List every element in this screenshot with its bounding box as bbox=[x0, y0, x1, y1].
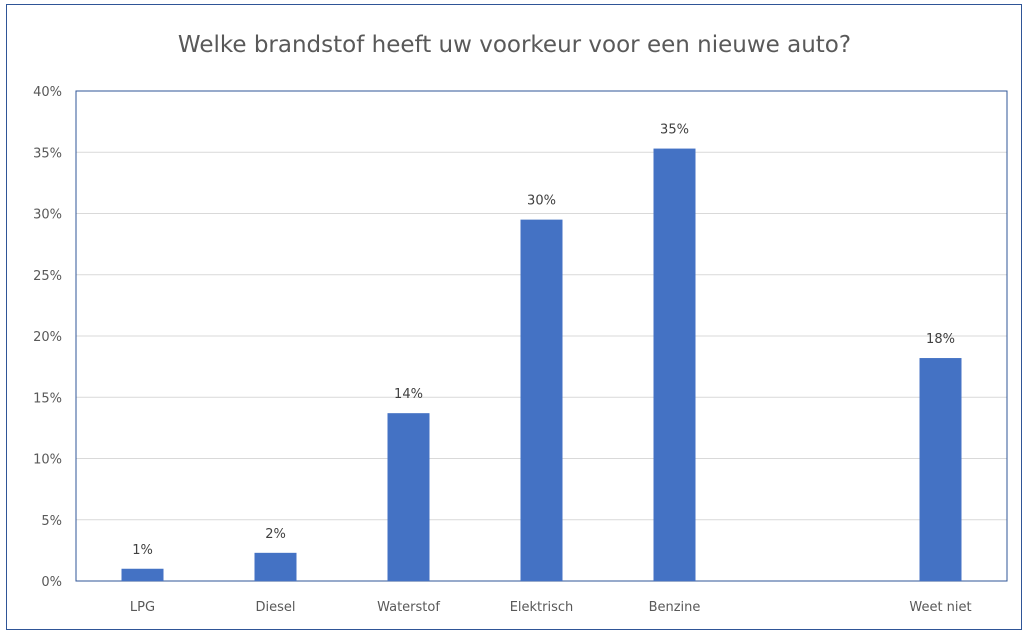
x-tick-label: Benzine bbox=[649, 600, 701, 615]
y-tick-label: 30% bbox=[33, 208, 62, 223]
x-tick-label: Elektrisch bbox=[510, 600, 574, 615]
y-tick-label: 10% bbox=[33, 453, 62, 468]
x-tick-label: LPG bbox=[130, 600, 155, 615]
y-tick-label: 25% bbox=[33, 269, 62, 284]
x-tick-label: Waterstof bbox=[377, 600, 440, 615]
chart-frame bbox=[6, 4, 1022, 630]
x-tick-label: Diesel bbox=[255, 600, 295, 615]
data-label: 14% bbox=[394, 387, 423, 402]
y-tick-label: 5% bbox=[41, 514, 62, 529]
y-tick-label: 0% bbox=[41, 575, 62, 590]
data-label: 1% bbox=[132, 543, 153, 558]
data-label: 30% bbox=[527, 194, 556, 209]
y-tick-label: 15% bbox=[33, 391, 62, 406]
bar bbox=[653, 148, 696, 581]
bar bbox=[254, 552, 297, 581]
data-label: 35% bbox=[660, 123, 689, 138]
bar bbox=[520, 219, 563, 581]
y-tick-label: 35% bbox=[33, 146, 62, 161]
data-label: 2% bbox=[265, 527, 286, 542]
y-tick-label: 20% bbox=[33, 330, 62, 345]
y-tick-label: 40% bbox=[33, 85, 62, 100]
bar bbox=[919, 358, 962, 581]
x-tick-label: Weet niet bbox=[909, 600, 971, 615]
bar bbox=[121, 568, 164, 581]
chart-title: Welke brandstof heeft uw voorkeur voor e… bbox=[177, 32, 852, 58]
bar bbox=[387, 413, 430, 581]
data-label: 18% bbox=[926, 332, 955, 347]
